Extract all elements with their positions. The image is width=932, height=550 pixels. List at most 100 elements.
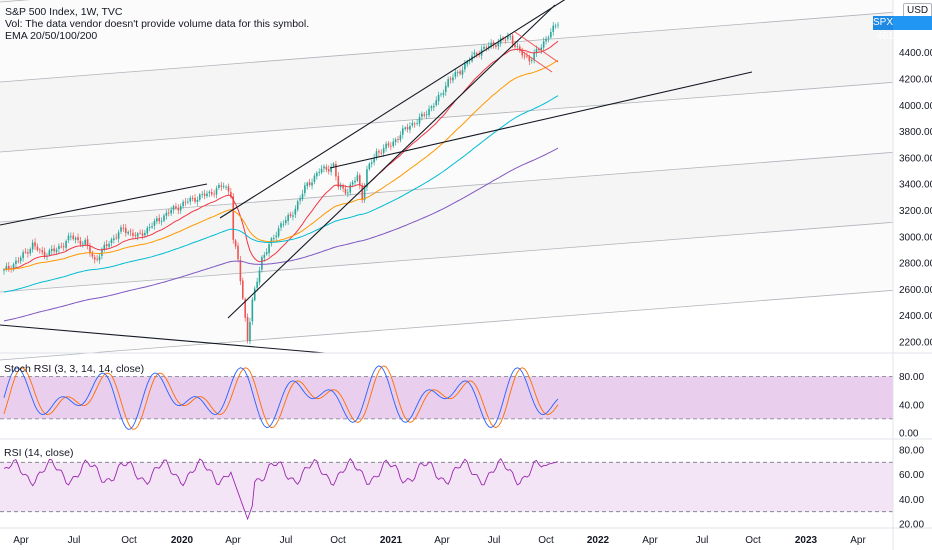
candle-body <box>476 53 478 55</box>
rsi-tick-label: 80.00 <box>899 446 924 457</box>
candle-body <box>117 232 120 239</box>
candle-body <box>406 126 409 130</box>
candle-body <box>77 237 79 241</box>
candle-body <box>237 245 239 260</box>
candle-body <box>82 243 84 245</box>
candle-body <box>280 223 282 228</box>
candle-body <box>416 122 418 124</box>
candle-body <box>473 52 476 55</box>
candle-body <box>366 169 368 188</box>
candle-body <box>284 220 287 224</box>
regression-channel-band <box>0 0 893 82</box>
time-tick-label: Jul <box>280 535 293 546</box>
price-pane[interactable] <box>0 0 894 361</box>
candle-body <box>263 254 266 258</box>
candle-body <box>339 185 342 188</box>
candle-body <box>120 227 122 232</box>
candle-body <box>401 128 404 135</box>
candle-body <box>428 108 430 116</box>
candle-body <box>199 194 201 200</box>
candle-body <box>411 122 414 126</box>
candle-body <box>444 85 447 93</box>
candle-body <box>15 260 17 265</box>
time-tick-label: Jul <box>696 535 709 546</box>
candle-body <box>306 182 309 187</box>
price-tick-label: 2200.00 <box>899 338 932 349</box>
candle-body <box>203 193 206 196</box>
rsi-pane[interactable] <box>0 457 893 521</box>
price-tick-label: 2400.00 <box>899 311 932 322</box>
candle-body <box>304 185 306 194</box>
stoch-tick-label: 0.00 <box>899 429 919 440</box>
candle-body <box>41 250 44 253</box>
candle-body <box>354 180 356 183</box>
candle-body <box>301 193 304 200</box>
candle-body <box>29 249 32 254</box>
time-tick-label: Jul <box>68 535 81 546</box>
candle-body <box>98 256 101 261</box>
stoch-rsi-pane[interactable] <box>0 365 893 430</box>
candle-body <box>550 31 552 38</box>
candle-body <box>7 265 10 269</box>
time-tick-label: Jul <box>488 535 501 546</box>
candle-body <box>507 36 509 40</box>
candle-body <box>265 252 268 255</box>
candle-body <box>433 105 435 108</box>
candle-body <box>48 250 51 256</box>
candle-body <box>151 226 153 228</box>
candle-body <box>65 240 67 248</box>
candle-body <box>103 244 106 250</box>
stoch-rsi-title: Stoch RSI (3, 3, 14, 14, close) <box>4 363 145 375</box>
candle-body <box>12 264 15 270</box>
candle-body <box>296 201 299 210</box>
candle-body <box>535 48 538 54</box>
candle-body <box>390 145 392 147</box>
candle-body <box>320 168 323 173</box>
volume-note: Vol: The data vendor doesn't provide vol… <box>5 18 310 30</box>
candle-body <box>182 201 184 207</box>
candle-body <box>36 246 39 251</box>
candle-body <box>554 25 557 27</box>
candle-body <box>409 126 411 130</box>
candle-body <box>557 24 559 26</box>
candle-body <box>325 166 328 170</box>
candle-body <box>158 218 161 222</box>
candle-body <box>153 220 156 226</box>
wedge-line <box>519 49 553 73</box>
stoch-tick-label: 40.00 <box>899 400 924 411</box>
candle-body <box>327 169 330 172</box>
candle-body <box>93 257 96 260</box>
candle-body <box>323 166 325 169</box>
candle-body <box>22 252 24 258</box>
candle-body <box>425 114 428 116</box>
candle-body <box>230 191 232 197</box>
candle-body <box>487 46 490 48</box>
regression-channel-line <box>0 81 894 153</box>
candle-body <box>349 184 352 193</box>
rsi-tick-label: 40.00 <box>899 495 924 506</box>
ema-100-line <box>3 95 559 293</box>
regression-channel-band <box>0 222 893 360</box>
candle-body <box>191 197 194 199</box>
candle-body <box>370 162 373 164</box>
candle-body <box>528 56 531 62</box>
candle-body <box>148 227 151 228</box>
candle-body <box>70 236 72 238</box>
time-tick-label: 2021 <box>380 535 403 546</box>
ema-50-line <box>3 59 559 270</box>
candle-body <box>466 61 469 65</box>
candle-body <box>79 240 82 245</box>
time-tick-label: Oct <box>330 535 346 546</box>
time-tick-label: 2022 <box>587 535 610 546</box>
candle-body <box>136 233 139 237</box>
candle-body <box>423 114 426 116</box>
ema-20-line <box>3 40 559 270</box>
ema-legend: EMA 20/50/100/200 <box>5 30 98 42</box>
candle-body <box>113 238 115 240</box>
candle-body <box>53 248 55 252</box>
rsi-tick-label: 20.00 <box>899 520 924 531</box>
price-tick-label: 3600.00 <box>899 153 932 164</box>
regression-channel-line <box>0 11 894 83</box>
